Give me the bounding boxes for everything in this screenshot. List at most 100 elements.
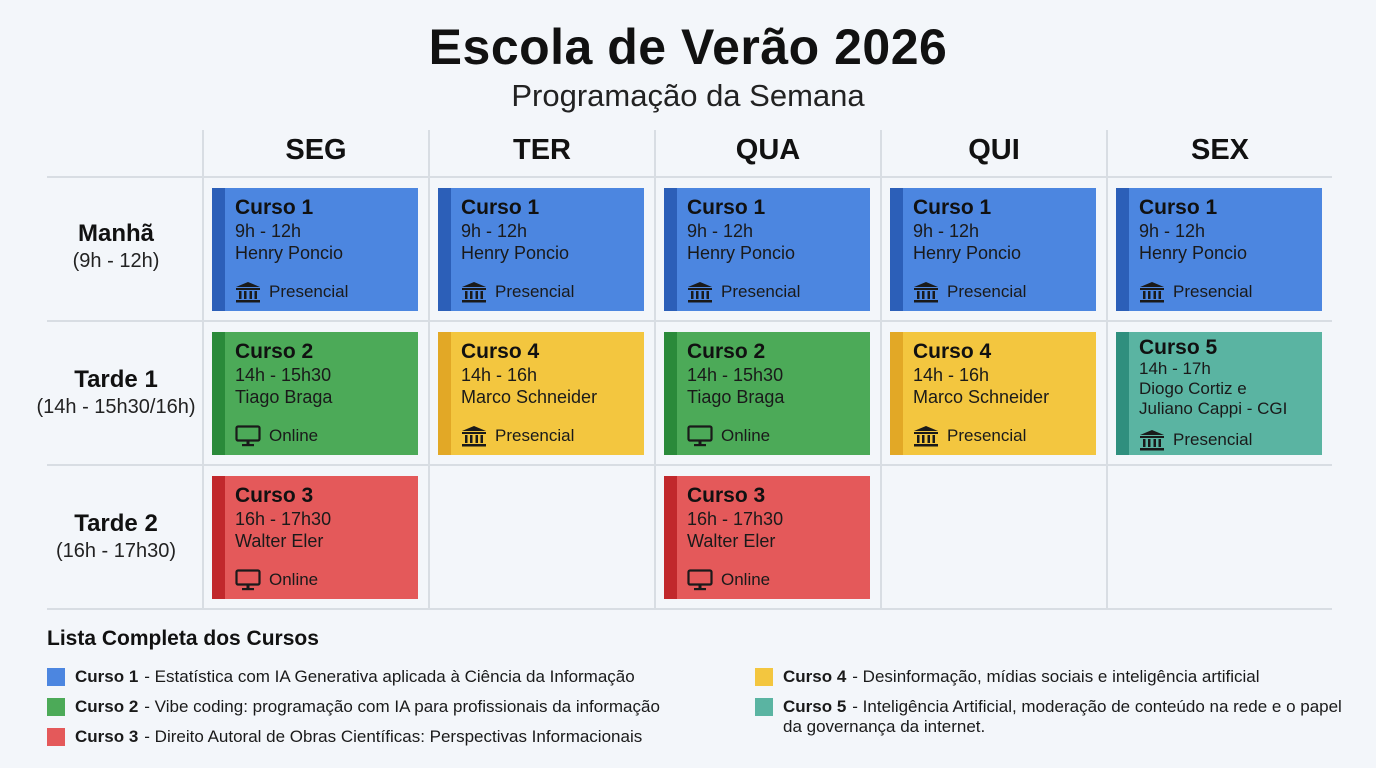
course-mode: Presencial xyxy=(913,425,1026,447)
course-card-qui-manha[interactable]: Curso 1 9h - 12h Henry Poncio Presencial xyxy=(890,188,1096,311)
course-mode-label: Online xyxy=(721,426,771,445)
legend-item-curso1: Curso 1 - Estatística com IA Generativa … xyxy=(47,667,747,687)
day-header-seg: SEG xyxy=(285,134,347,166)
course-time: 16h - 17h30 xyxy=(235,509,332,529)
course-instructor: Tiago Braga xyxy=(235,387,333,407)
grid-line-v2 xyxy=(428,130,430,610)
grid-line-v4 xyxy=(880,130,882,610)
building-icon xyxy=(688,282,712,303)
period-name: Tarde 1 xyxy=(74,366,158,393)
legend-swatch xyxy=(47,728,65,746)
course-card-sex-manha[interactable]: Curso 1 9h - 12h Henry Poncio Presencial xyxy=(1116,188,1322,311)
course-name: Curso 3 xyxy=(687,484,766,507)
course-card-ter-tarde1[interactable]: Curso 4 14h - 16h Marco Schneider Presen… xyxy=(438,332,644,455)
legend-label: Curso 3 xyxy=(75,727,139,746)
legend-item-curso3: Curso 3 - Direito Autoral de Obras Cient… xyxy=(47,727,747,747)
course-card-sex-tarde1[interactable]: Curso 5 14h - 17h Diogo Cortiz e Juliano… xyxy=(1116,332,1322,455)
building-icon xyxy=(914,426,938,447)
course-name: Curso 2 xyxy=(687,340,766,363)
course-time: 16h - 17h30 xyxy=(687,509,784,529)
legend-text: - Estatística com IA Generativa aplicada… xyxy=(144,667,635,686)
grid-line-h3 xyxy=(47,464,1332,466)
course-card-qui-tarde1[interactable]: Curso 4 14h - 16h Marco Schneider Presen… xyxy=(890,332,1096,455)
course-instructor: Henry Poncio xyxy=(235,243,344,263)
period-time: (16h - 17h30) xyxy=(55,540,177,562)
legend-label: Curso 1 xyxy=(75,667,139,686)
page-subtitle: Programação da Semana xyxy=(511,78,865,113)
course-card-qua-tarde2[interactable]: Curso 3 16h - 17h30 Walter Eler Online xyxy=(664,476,870,599)
course-mode: Presencial xyxy=(913,281,1026,303)
course-card-qua-tarde1[interactable]: Curso 2 14h - 15h30 Tiago Braga Online xyxy=(664,332,870,455)
grid-line-v5 xyxy=(1106,130,1108,610)
course-name: Curso 1 xyxy=(687,196,766,219)
day-header-ter: TER xyxy=(513,134,571,166)
legend-text: - Direito Autoral de Obras Científicas: … xyxy=(144,727,643,746)
monitor-icon xyxy=(687,425,713,447)
building-icon xyxy=(236,282,260,303)
page-title: Escola de Verão 2026 xyxy=(428,19,948,75)
course-mode: Presencial xyxy=(1139,281,1252,303)
course-instructor: Henry Poncio xyxy=(913,243,1022,263)
legend-text-wrap: Curso 5- Inteligência Artificial, modera… xyxy=(783,697,1345,737)
legend-item-curso2: Curso 2 - Vibe coding: programação com I… xyxy=(47,697,747,717)
period-name: Tarde 2 xyxy=(74,510,158,537)
course-card-seg-tarde1[interactable]: Curso 2 14h - 15h30 Tiago Braga Online xyxy=(212,332,418,455)
course-instructor: Henry Poncio xyxy=(1139,243,1248,263)
legend-text: - Desinformação, mídias sociais e inteli… xyxy=(852,667,1260,686)
course-name: Curso 1 xyxy=(1139,196,1218,219)
building-icon xyxy=(1140,430,1164,451)
course-instructor: Marco Schneider xyxy=(913,387,1050,407)
course-mode: Presencial xyxy=(687,281,800,303)
course-mode-label: Presencial xyxy=(495,282,575,301)
period-name: Manhã xyxy=(77,220,154,247)
course-time: 14h - 15h30 xyxy=(235,365,332,385)
course-name: Curso 1 xyxy=(461,196,540,219)
legend-text: - Inteligência Artificial, moderação de … xyxy=(783,697,1342,736)
day-header-qua: QUA xyxy=(735,134,801,166)
course-mode: Online xyxy=(235,425,318,447)
monitor-icon xyxy=(687,569,713,591)
legend-swatch xyxy=(47,668,65,686)
legend-item-curso4: Curso 4 - Desinformação, mídias sociais … xyxy=(755,667,1345,687)
course-mode-label: Presencial xyxy=(1173,282,1253,301)
grid-line-h2 xyxy=(47,320,1332,322)
course-time: 14h - 17h xyxy=(1139,359,1211,378)
course-card-seg-tarde2[interactable]: Curso 3 16h - 17h30 Walter Eler Online xyxy=(212,476,418,599)
course-mode-label: Online xyxy=(721,570,771,589)
course-mode-label: Presencial xyxy=(721,282,801,301)
course-mode: Presencial xyxy=(461,281,574,303)
period-time: (14h - 15h30/16h) xyxy=(36,396,196,418)
course-mode-label: Presencial xyxy=(1173,430,1253,449)
course-time: 14h - 16h xyxy=(913,365,990,385)
course-card-qua-manha[interactable]: Curso 1 9h - 12h Henry Poncio Presencial xyxy=(664,188,870,311)
course-instructor: Walter Eler xyxy=(235,531,324,551)
legend-title: Lista Completa dos Cursos xyxy=(47,627,319,650)
course-instructor-line1: Diogo Cortiz e xyxy=(1139,379,1247,398)
course-instructor: Walter Eler xyxy=(687,531,776,551)
legend-label: Curso 4 xyxy=(783,667,847,686)
course-mode: Online xyxy=(687,425,770,447)
course-time: 14h - 15h30 xyxy=(687,365,784,385)
course-card-seg-manha[interactable]: Curso 1 9h - 12h Henry Poncio Presencial xyxy=(212,188,418,311)
course-mode: Presencial xyxy=(461,425,574,447)
course-time: 9h - 12h xyxy=(235,221,302,241)
period-time: (9h - 12h) xyxy=(72,250,160,272)
legend-item-curso5: Curso 5- Inteligência Artificial, modera… xyxy=(755,697,1345,737)
grid-line-v3 xyxy=(654,130,656,610)
course-mode-label: Presencial xyxy=(495,426,575,445)
course-instructor-line2: Juliano Cappi - CGI xyxy=(1139,399,1288,418)
course-mode: Presencial xyxy=(1139,429,1252,451)
course-time: 9h - 12h xyxy=(461,221,528,241)
course-card-ter-manha[interactable]: Curso 1 9h - 12h Henry Poncio Presencial xyxy=(438,188,644,311)
course-mode: Online xyxy=(687,569,770,591)
period-tarde2: Tarde 2 (16h - 17h30) xyxy=(30,510,202,563)
course-mode-label: Presencial xyxy=(269,282,349,301)
grid-line-h1 xyxy=(47,176,1332,178)
legend-label: Curso 2 xyxy=(75,697,139,716)
grid-line-v1 xyxy=(202,130,204,610)
course-time: 9h - 12h xyxy=(1139,221,1206,241)
course-mode-label: Presencial xyxy=(947,282,1027,301)
legend-label: Curso 5 xyxy=(783,697,847,716)
course-time: 9h - 12h xyxy=(687,221,754,241)
course-name: Curso 4 xyxy=(913,340,992,363)
